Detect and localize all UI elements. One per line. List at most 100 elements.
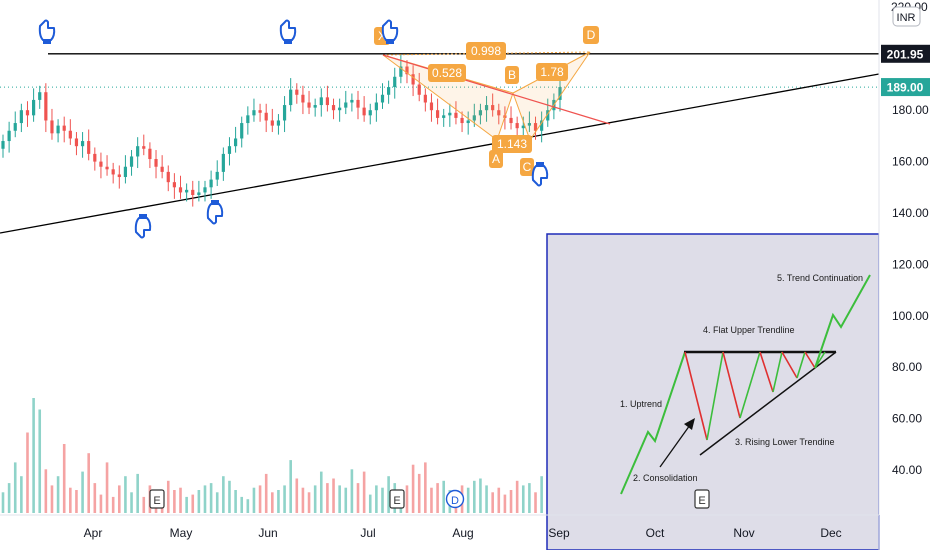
candle	[154, 159, 158, 167]
candle	[429, 102, 434, 111]
descending-line[interactable]	[382, 54, 611, 125]
volume-bar	[105, 462, 109, 513]
candle	[484, 105, 489, 111]
inset-label-rising: 3. Rising Lower Trendine	[735, 437, 835, 447]
volume-bar	[197, 490, 201, 513]
price-tick-label: 40.00	[892, 463, 922, 477]
earnings-marker[interactable]	[149, 489, 165, 509]
time-tick-label: Sep	[548, 526, 570, 540]
ratio-cd-label-box[interactable]	[536, 63, 568, 81]
pattern-leg	[512, 92, 531, 141]
inset-label-consolidation: 2. Consolidation	[633, 473, 698, 483]
inset-arrow-head	[684, 418, 695, 430]
pattern-fill-xab	[383, 55, 513, 140]
candle	[423, 94, 427, 103]
volume-bar	[1, 492, 5, 513]
candle	[233, 138, 238, 147]
price-tag[interactable]	[881, 44, 930, 63]
volume-bar	[62, 444, 66, 513]
candle	[129, 156, 134, 167]
candle	[19, 110, 23, 124]
ratio-bc-label-box[interactable]	[492, 135, 532, 153]
ratio-bc-label: 1.143	[497, 137, 527, 151]
dividend-marker[interactable]	[445, 489, 465, 509]
candle	[117, 174, 121, 178]
candle	[197, 192, 201, 196]
time-tick-label: Nov	[733, 526, 754, 540]
volume-bar	[417, 473, 421, 513]
earnings-marker[interactable]	[694, 489, 710, 509]
volume-bar	[215, 492, 219, 513]
inset-diagram[interactable]	[546, 233, 880, 551]
candle	[38, 92, 42, 100]
volume-bar	[430, 487, 433, 513]
volume-bar	[252, 487, 256, 513]
volume-bar	[405, 485, 409, 513]
volume-bar	[209, 483, 213, 513]
inset-swing	[772, 351, 783, 393]
point-d-label-box[interactable]	[583, 26, 599, 44]
volume-bar	[26, 432, 29, 513]
candle	[546, 110, 550, 121]
volume-bar	[307, 492, 311, 513]
candle	[533, 123, 538, 131]
price-tag[interactable]	[881, 78, 930, 97]
candle	[68, 130, 72, 139]
inset-arrow	[659, 424, 691, 468]
price-tick-label: 180.00	[892, 103, 929, 117]
candle	[56, 125, 60, 134]
ratio-xd-label-box[interactable]	[466, 42, 506, 60]
point-b-label: B	[508, 68, 516, 82]
candle	[105, 166, 109, 170]
volume-bar	[442, 480, 446, 513]
pattern-xd	[382, 51, 591, 56]
inset-label-uptrend: 1. Uptrend	[620, 399, 662, 409]
volume-bar	[479, 478, 482, 513]
candle	[435, 110, 440, 118]
event-marker-label: E	[393, 495, 400, 507]
candle	[289, 89, 293, 106]
time-tick-label: Jun	[258, 526, 277, 540]
point-a-label-box[interactable]	[489, 150, 503, 168]
candle	[466, 120, 470, 124]
candle	[374, 102, 378, 111]
volume-bar	[20, 476, 23, 513]
inset-swing	[722, 351, 741, 419]
candle	[319, 97, 323, 106]
earnings-marker[interactable]	[389, 489, 405, 509]
point-c-label-box[interactable]	[520, 158, 534, 176]
point-b-label-box[interactable]	[505, 66, 519, 84]
pointing-down-icon	[38, 19, 56, 44]
candle	[191, 189, 195, 196]
volume-bar	[387, 476, 390, 513]
volume-bar	[313, 485, 317, 513]
volume-bar	[50, 485, 54, 513]
volume-bar	[350, 469, 354, 513]
volume-bar	[99, 494, 103, 513]
pointing-up-icon	[531, 162, 549, 187]
price-tick-label: 120.00	[892, 257, 929, 271]
candle	[142, 146, 146, 149]
candle	[393, 76, 397, 88]
candle	[338, 107, 342, 111]
volume-bar	[222, 476, 225, 513]
currency-badge[interactable]	[892, 6, 921, 27]
inset-label-continuation: 5. Trend Continuation	[777, 273, 863, 283]
pattern-fill-bcd	[513, 52, 590, 140]
event-marker-label: D	[451, 495, 459, 507]
candle	[472, 115, 476, 121]
volume-bar	[191, 494, 195, 513]
volume-bar	[173, 490, 176, 513]
candle	[454, 112, 458, 118]
ratio-cd-label: 1.78	[540, 65, 564, 79]
volume-bar	[81, 471, 84, 513]
pointing-up-icon	[134, 214, 152, 239]
volume-bar	[534, 492, 537, 513]
support-trendline[interactable]	[0, 73, 880, 234]
volume-bar	[362, 471, 366, 513]
ratio-xb-label-box[interactable]	[428, 64, 466, 82]
candle	[325, 97, 330, 106]
candle	[521, 125, 525, 129]
